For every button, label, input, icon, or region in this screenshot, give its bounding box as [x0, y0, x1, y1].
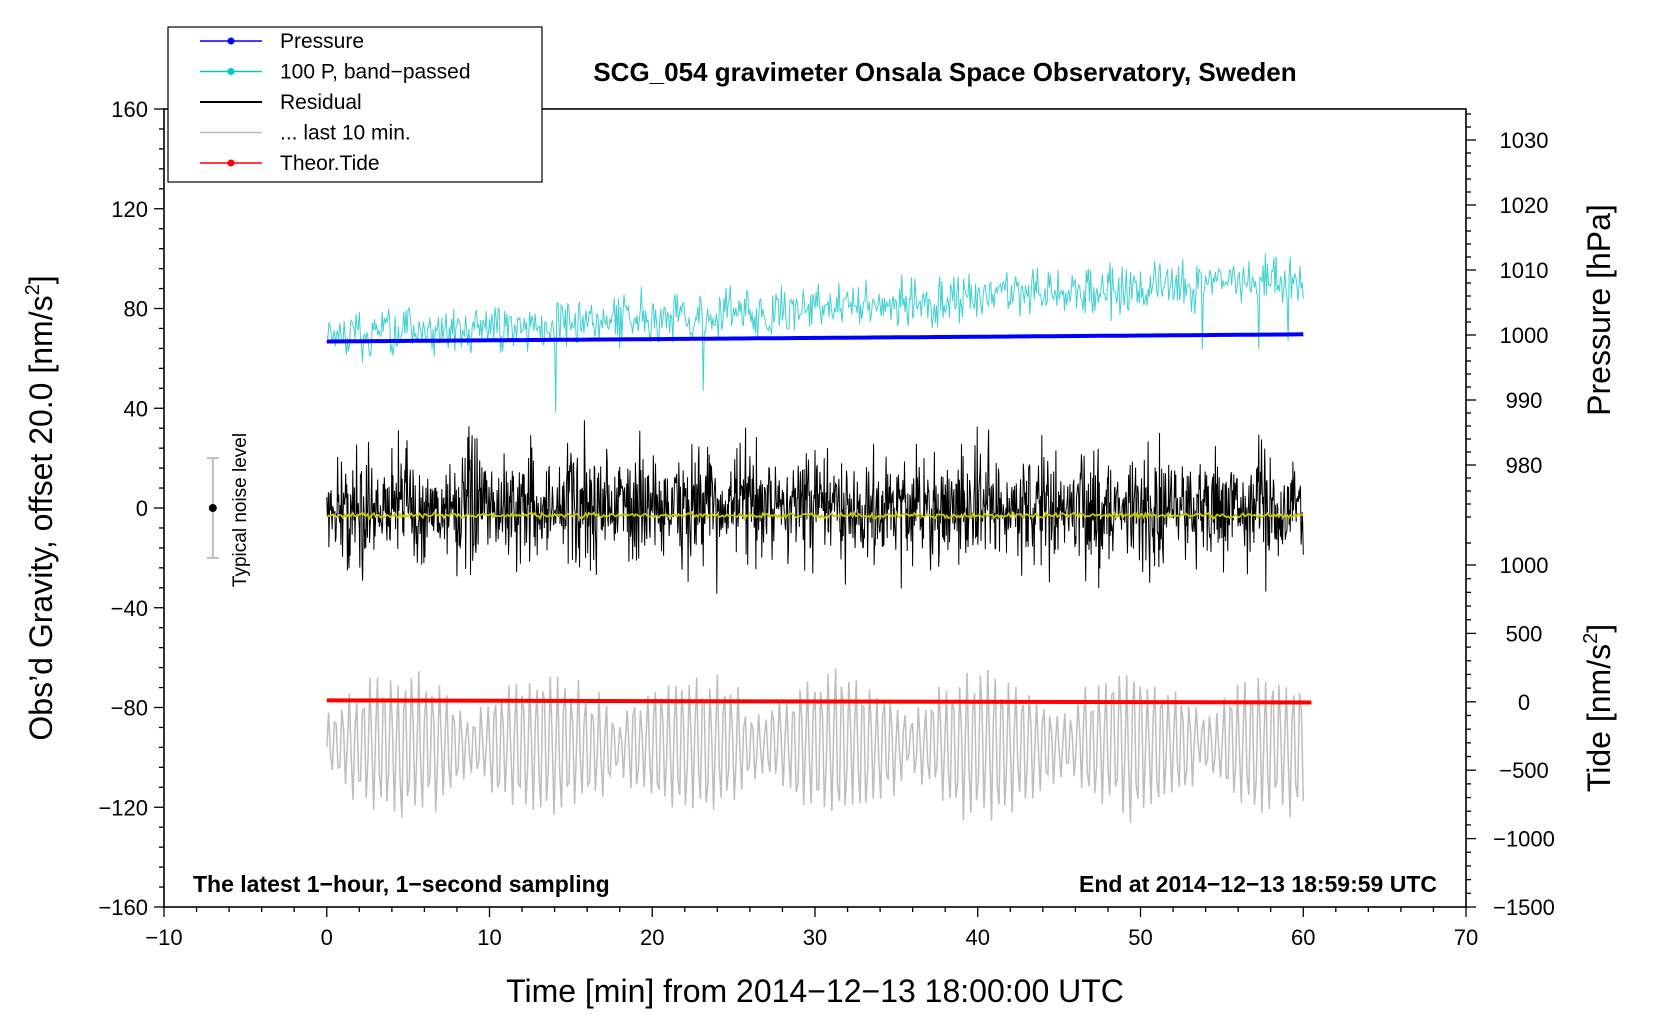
chart-title: SCG_054 gravimeter Onsala Space Observat… [593, 57, 1296, 87]
x-tick-label: 70 [1454, 925, 1478, 950]
x-axis: −10 0 10 20 30 40 50 60 70 [145, 907, 1478, 950]
x-tick-label: −10 [145, 925, 182, 950]
legend-marker [227, 159, 235, 167]
legend-marker [227, 68, 235, 75]
pressure-axis: 980 990 1000 1010 1020 1030 [1466, 113, 1549, 544]
pressure-tick-label: 1030 [1500, 128, 1549, 153]
y-left-axis: −160 −120 −80 −40 0 40 80 120 160 [98, 97, 164, 920]
tide-tick-label: −1500 [1493, 895, 1555, 920]
legend-label: ... last 10 min. [280, 122, 411, 145]
series-last-10-min [326, 668, 1305, 824]
x-tick-label: 0 [321, 925, 333, 950]
tide-axis: −1500 −1000 −500 0 500 1000 [1466, 553, 1555, 920]
legend-box [167, 26, 543, 183]
legend-label: 100 P, band−passed [280, 61, 471, 84]
y-left-tick-label: −160 [98, 895, 148, 920]
x-tick-label: 10 [477, 925, 501, 950]
noise-indicator-label: Typical noise level [230, 433, 251, 587]
y-left-tick-label: 120 [111, 197, 148, 222]
x-tick-label: 20 [640, 925, 664, 950]
tide-axis-title-superscript: 2 [1580, 633, 1602, 644]
y-left-tick-label: −40 [111, 596, 148, 621]
noise-indicator-dot [208, 504, 217, 512]
tide-axis-title-main: Tide [nm/s [1581, 644, 1617, 792]
noise-indicator [206, 457, 219, 559]
tide-axis-title: Tide [nm/s2] [1580, 624, 1617, 792]
x-tick-label: 40 [966, 925, 990, 950]
series-layer [326, 253, 1312, 824]
tide-tick-label: −500 [1499, 758, 1549, 783]
plot-frame [163, 108, 1467, 908]
x-tick-label: 50 [1128, 925, 1152, 950]
y-left-axis-title-superscript: 2 [22, 284, 44, 295]
series-band-passed [326, 253, 1304, 413]
tide-tick-label: 1000 [1500, 553, 1549, 578]
y-left-tick-label: 80 [124, 297, 148, 322]
y-left-axis-title-main: Obs’d Gravity, offset 20.0 [nm/s [23, 295, 59, 740]
y-left-tick-label: −80 [111, 696, 148, 721]
tide-tick-label: 0 [1518, 690, 1530, 715]
y-left-tick-label: 160 [111, 97, 148, 122]
legend-marker [227, 37, 235, 45]
tide-axis-title-close: ] [1581, 624, 1617, 633]
y-left-tick-label: 0 [136, 496, 148, 521]
series-theor-tide [326, 698, 1312, 705]
pressure-tick-label: 980 [1506, 453, 1543, 478]
x-axis-title: Time [min] from 2014−12−13 18:00:00 UTC [506, 973, 1124, 1009]
corner-note-left: The latest 1−hour, 1−second sampling [193, 871, 610, 897]
tide-tick-label: 500 [1506, 621, 1543, 646]
pressure-tick-label: 1020 [1500, 193, 1549, 218]
legend: Pressure 100 P, band−passed Residual ... la… [167, 26, 543, 183]
pressure-tick-label: 1010 [1500, 258, 1549, 283]
series-pressure [326, 332, 1304, 344]
pressure-axis-title: Pressure [hPa] [1581, 204, 1617, 416]
y-left-tick-label: 40 [124, 396, 148, 421]
legend-label: Pressure [280, 30, 364, 53]
y-left-axis-title: Obs’d Gravity, offset 20.0 [nm/s2] [22, 275, 59, 740]
corner-note-right: End at 2014−12−13 18:59:59 UTC [1079, 871, 1437, 897]
x-tick-label: 30 [803, 925, 827, 950]
series-residual [326, 420, 1304, 594]
y-left-tick-label: −120 [98, 795, 148, 820]
pressure-tick-label: 990 [1506, 388, 1543, 413]
x-tick-label: 60 [1291, 925, 1315, 950]
y-left-axis-title-close: ] [23, 275, 59, 284]
tide-tick-label: −1000 [1493, 827, 1555, 852]
pressure-tick-label: 1000 [1500, 323, 1549, 348]
legend-label: Theor.Tide [280, 152, 380, 175]
series-residual-smoothed [326, 510, 1304, 522]
legend-label: Residual [280, 91, 362, 114]
